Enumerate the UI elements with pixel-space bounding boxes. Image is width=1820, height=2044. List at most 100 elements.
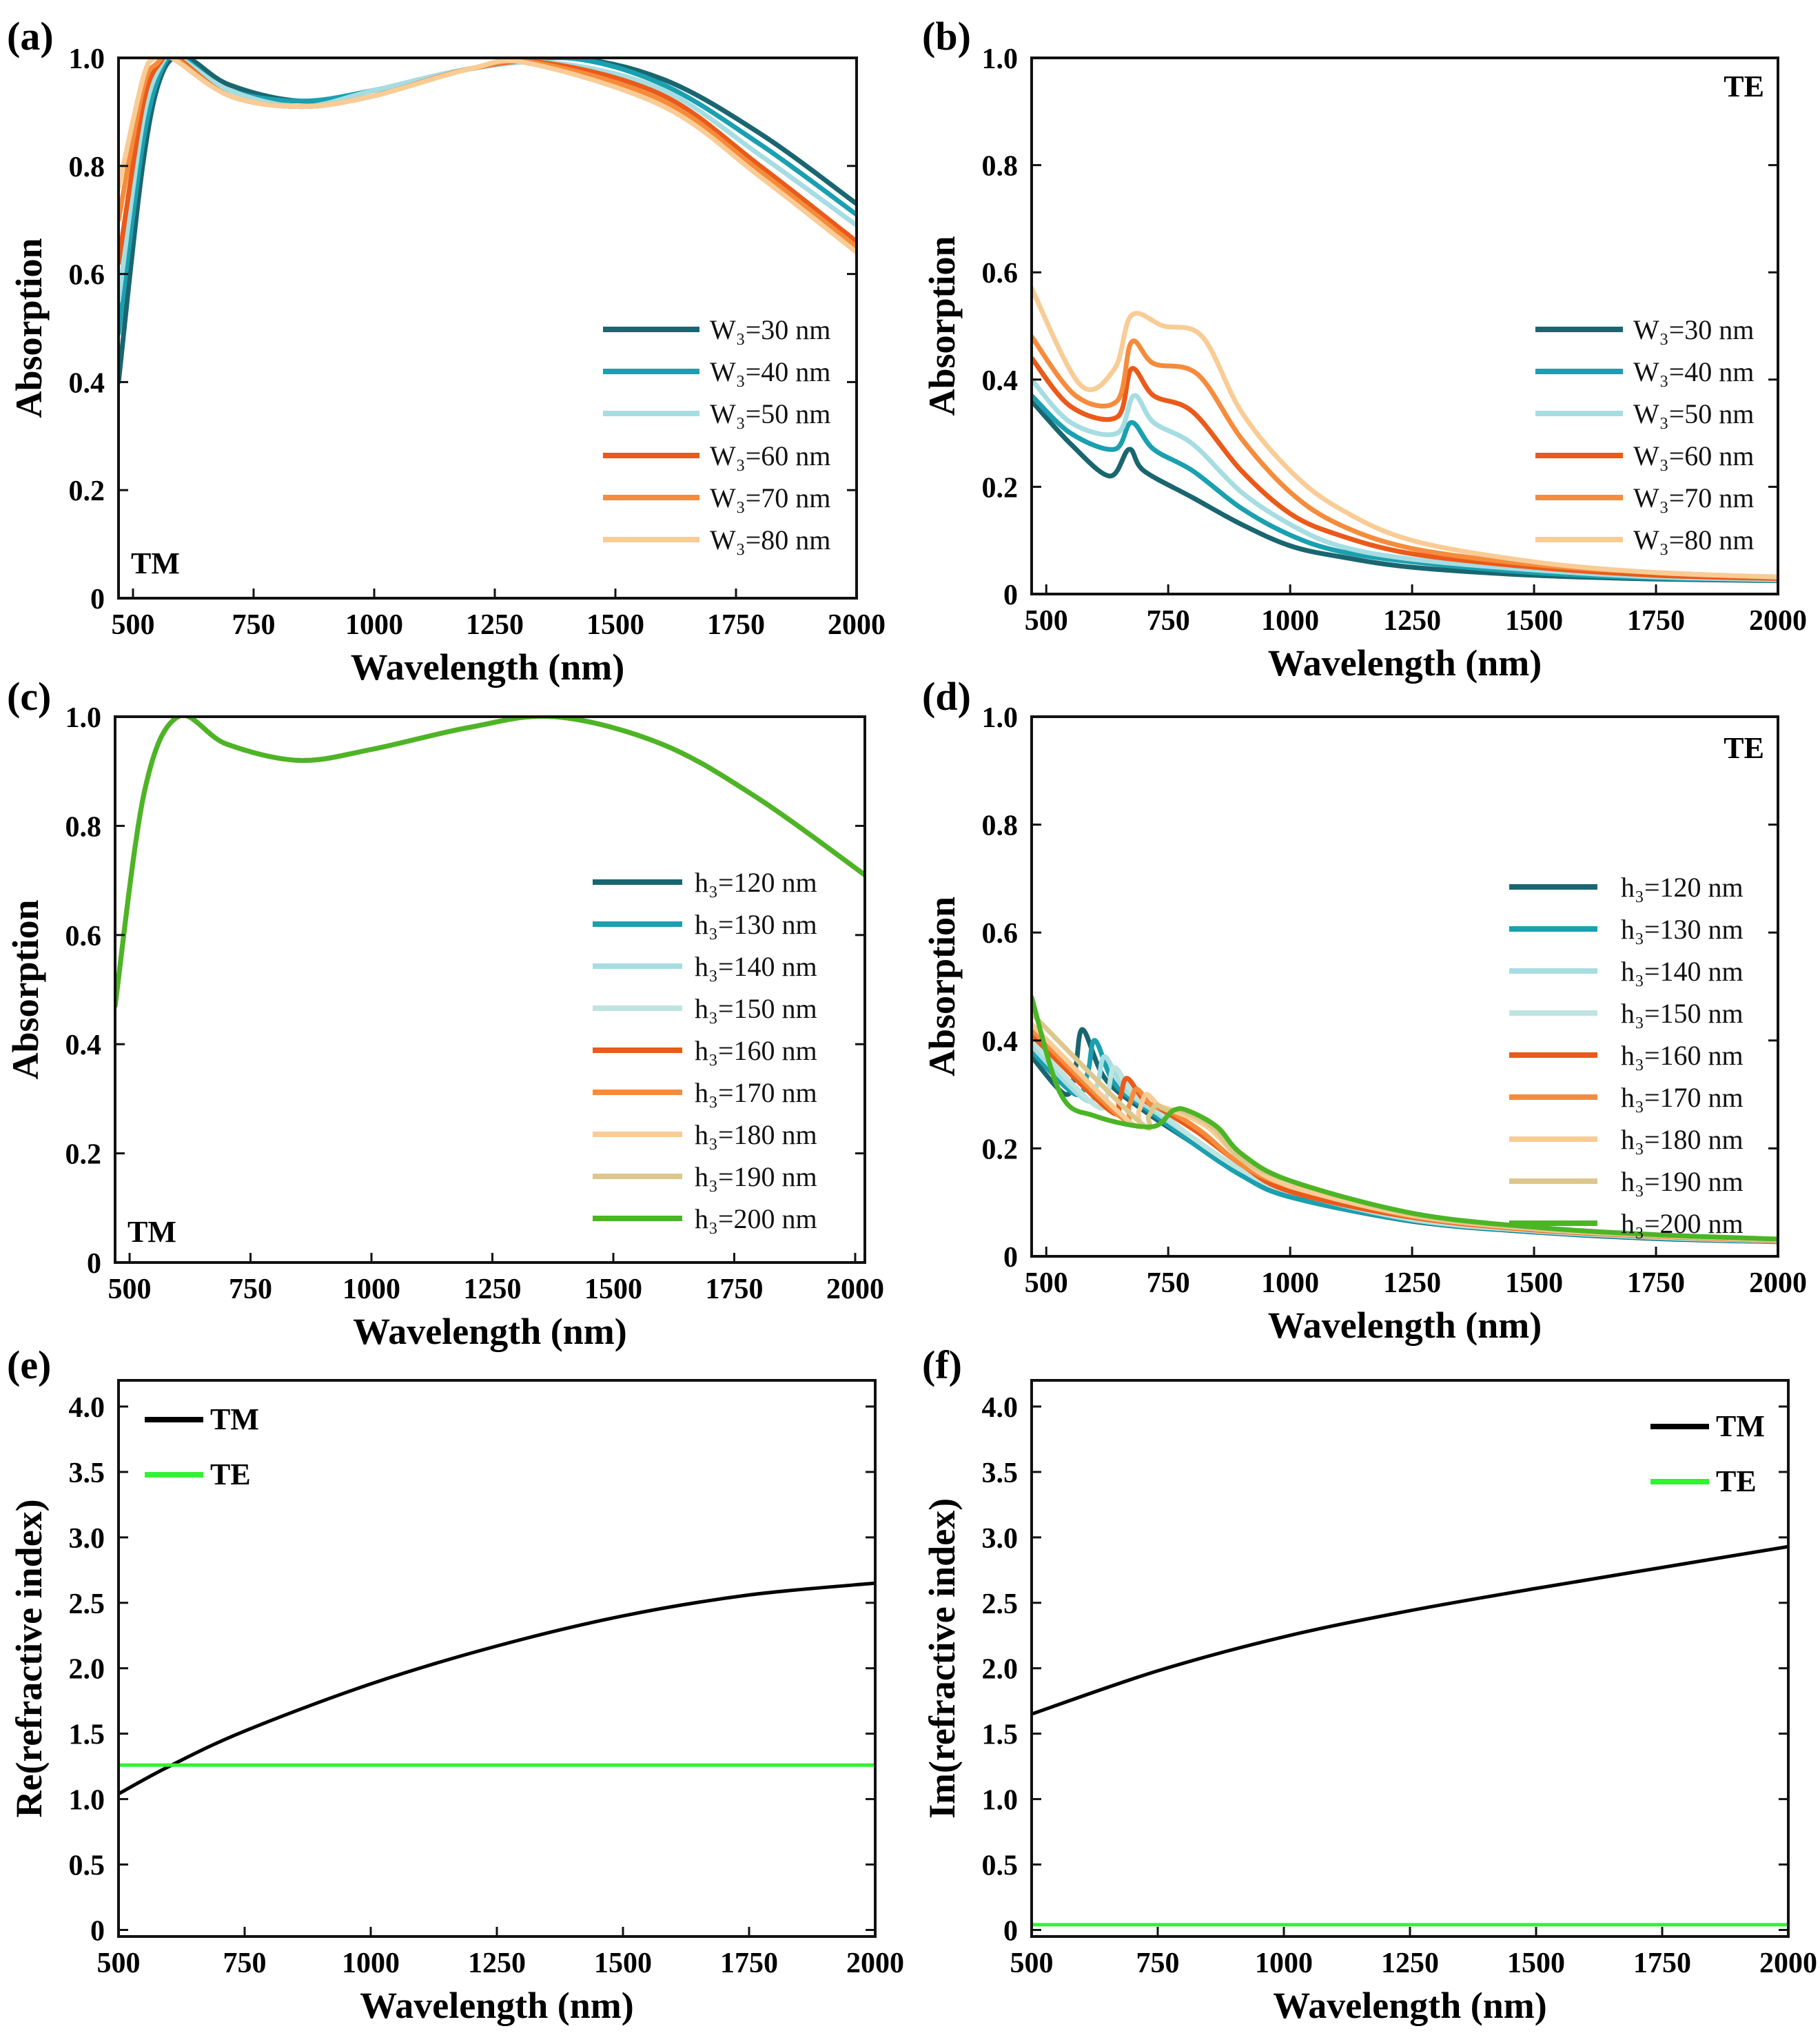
legend-label-4: h₃=150 nm	[695, 993, 817, 1024]
legend-label-1: h₃=120 nm	[695, 867, 817, 898]
plot-frame	[1030, 1379, 1790, 1938]
x-tick-label: 750	[223, 1948, 267, 1979]
x-tick-label: 750	[1147, 1267, 1190, 1299]
series-group	[1032, 1544, 1788, 1927]
x-tick-label: 1000	[1261, 1267, 1319, 1299]
panel-label: (e)	[7, 1342, 51, 1387]
legend-label-1: h₃=120 nm	[1621, 872, 1744, 903]
y-tick-label: 1.0	[69, 1785, 105, 1817]
legend-label-8: h₃=190 nm	[1621, 1166, 1744, 1197]
x-tick-label: 2000	[826, 1274, 884, 1305]
legend-label-3: h₃=140 nm	[1621, 956, 1744, 987]
x-tick-label: 1750	[720, 1948, 778, 1979]
series-group	[1032, 994, 1778, 1245]
series-group	[119, 1581, 875, 1796]
x-tick-label: 2000	[846, 1948, 904, 1979]
x-tick-label: 1500	[1505, 1267, 1563, 1299]
legend: W₃=30 nm W₃=40 nm W₃=50 nm W₃=60 nm W₃=70 nm…	[1535, 314, 1754, 555]
y-tick-label: 0.6	[982, 258, 1019, 289]
y-axis-title: Re(refractive index)	[8, 1499, 50, 1817]
legend-label-1: TM	[210, 1402, 259, 1436]
x-axis-title: Wavelength (nm)	[1268, 1305, 1542, 1346]
series-line-9	[1032, 994, 1778, 1242]
legend: h₃=120 nm h₃=130 nm h₃=140 nm h₃=150 nm h₃=1…	[593, 867, 817, 1234]
x-tick-label: 1000	[1255, 1948, 1313, 1979]
series-line-6	[119, 58, 857, 255]
y-tick-label: 3.0	[982, 1523, 1019, 1555]
legend-label-4: h₃=150 nm	[1621, 998, 1744, 1029]
legend-label-5: W₃=70 nm	[1633, 482, 1754, 513]
x-tick-label: 1500	[1507, 1948, 1565, 1979]
legend-label-3: W₃=50 nm	[1633, 398, 1754, 429]
x-tick-label: 500	[1010, 1948, 1054, 1979]
x-tick-label: 750	[232, 609, 276, 641]
x-tick-label: 1250	[1383, 605, 1441, 637]
x-tick-label: 2000	[1749, 605, 1807, 637]
y-tick-label: 3.5	[982, 1458, 1019, 1489]
series-line-1	[119, 1581, 875, 1796]
x-axis-title: Wavelength (nm)	[351, 646, 625, 688]
y-tick-label: 2.5	[982, 1588, 1019, 1620]
x-tick-label: 1500	[586, 609, 644, 641]
x-tick-label: 1500	[584, 1274, 642, 1305]
y-tick-label: 0.6	[65, 921, 102, 952]
x-tick-label: 500	[1025, 605, 1068, 637]
x-tick-label: 500	[1025, 1267, 1068, 1299]
x-tick-label: 1250	[468, 1948, 526, 1979]
y-tick-label: 1.0	[982, 43, 1019, 75]
x-tick-label: 1000	[345, 609, 403, 641]
x-axis-title: Wavelength (nm)	[360, 1985, 634, 2026]
y-tick-label: 0	[90, 584, 105, 615]
legend: h₃=120 nm h₃=130 nm h₃=140 nm h₃=150 nm h₃=1…	[1509, 872, 1744, 1239]
y-tick-label: 1.0	[69, 43, 105, 75]
y-tick-label: 3.0	[69, 1523, 105, 1555]
legend-label-2: W₃=40 nm	[1633, 356, 1754, 387]
y-tick-label: 0.4	[982, 1026, 1019, 1058]
x-tick-label: 750	[1147, 605, 1190, 637]
y-tick-label: 2.5	[69, 1588, 105, 1620]
mode-label: TM	[127, 1215, 176, 1249]
y-tick-label: 0	[1003, 580, 1018, 611]
x-tick-label: 1000	[1261, 605, 1319, 637]
x-tick-label: 2000	[828, 609, 886, 641]
panel-label: (d)	[922, 674, 971, 719]
legend-label-2: W₃=40 nm	[710, 356, 830, 387]
legend: W₃=30 nm W₃=40 nm W₃=50 nm W₃=60 nm W₃=70 nm…	[603, 314, 830, 555]
y-tick-label: 0	[1003, 1916, 1018, 1948]
legend-label-2: h₃=130 nm	[695, 909, 817, 940]
x-tick-label: 2000	[1749, 1267, 1807, 1299]
y-axis-title: Absorption	[921, 897, 963, 1076]
y-tick-label: 0.5	[69, 1850, 105, 1882]
legend-label-8: h₃=190 nm	[695, 1161, 817, 1192]
legend-label-1: W₃=30 nm	[1633, 314, 1754, 345]
x-tick-label: 1000	[342, 1274, 400, 1305]
panel-label: (c)	[7, 674, 51, 719]
panel-d: 500 750 1000 1250 1500 1750 2000 0 0.2 0.4 0.6 0.8 1…	[921, 674, 1807, 1346]
y-tick-label: 1.0	[982, 1785, 1019, 1817]
panel-c: 500 750 1000 1250 1500 1750 2000 0 0.2 0.4 0.6 0.8 1…	[5, 674, 884, 1352]
plot-frame	[117, 57, 858, 600]
y-axis-title: Absorption	[8, 238, 50, 418]
y-tick-label: 2.0	[982, 1654, 1019, 1686]
y-tick-label: 0.6	[69, 260, 105, 292]
y-tick-label: 0.8	[982, 151, 1019, 183]
y-tick-label: 4.0	[982, 1392, 1019, 1424]
y-axis-title: Absorption	[921, 236, 963, 416]
y-tick-label: 3.5	[69, 1458, 105, 1489]
y-tick-label: 0.8	[982, 810, 1019, 842]
legend-label-7: h₃=180 nm	[1621, 1124, 1744, 1155]
y-tick-label: 0.6	[982, 918, 1019, 950]
panel-e: 500 750 1000 1250 1500 1750 2000 0 0.5 1.0 1.5 2.0 2…	[7, 1342, 904, 2026]
y-tick-label: 0.5	[982, 1850, 1019, 1882]
y-tick-label: 4.0	[69, 1392, 105, 1424]
legend-label-2: TE	[1716, 1464, 1757, 1498]
x-tick-label: 1750	[1627, 605, 1685, 637]
y-tick-label: 0	[87, 1248, 101, 1280]
panel-label: (b)	[922, 14, 971, 59]
legend-label-1: W₃=30 nm	[710, 314, 830, 345]
legend-label-9: h₃=200 nm	[1621, 1208, 1744, 1239]
x-tick-label: 1500	[594, 1948, 652, 1979]
x-tick-label: 500	[97, 1948, 141, 1979]
y-tick-label: 2.0	[69, 1654, 105, 1686]
y-tick-label: 0.8	[65, 811, 102, 843]
